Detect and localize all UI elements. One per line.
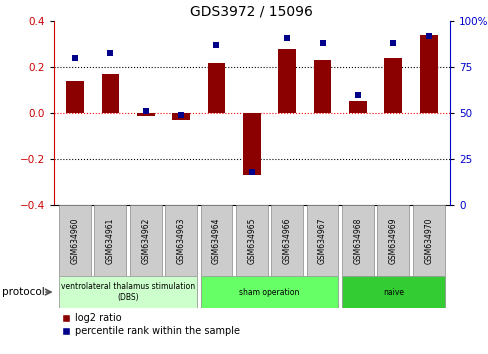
- Bar: [306, 205, 338, 276]
- Point: [142, 109, 149, 114]
- Text: GSM634965: GSM634965: [247, 217, 256, 264]
- Bar: [419, 35, 437, 113]
- Text: protocol: protocol: [2, 287, 45, 297]
- Bar: [341, 276, 444, 308]
- Text: GSM634961: GSM634961: [106, 217, 115, 264]
- Legend: log2 ratio, percentile rank within the sample: log2 ratio, percentile rank within the s…: [59, 309, 244, 340]
- Point: [71, 55, 79, 61]
- Bar: [59, 205, 91, 276]
- Bar: [94, 205, 126, 276]
- Bar: [200, 205, 232, 276]
- Text: ventrolateral thalamus stimulation
(DBS): ventrolateral thalamus stimulation (DBS): [61, 282, 195, 302]
- Point: [388, 40, 396, 46]
- Point: [318, 40, 326, 46]
- Bar: [341, 205, 373, 276]
- Bar: [412, 205, 444, 276]
- Text: GSM634967: GSM634967: [317, 217, 326, 264]
- Bar: [348, 101, 366, 113]
- Text: GSM634962: GSM634962: [141, 217, 150, 264]
- Text: naive: naive: [382, 287, 403, 297]
- Bar: [207, 63, 225, 113]
- Text: GSM634966: GSM634966: [282, 217, 291, 264]
- Point: [247, 169, 255, 175]
- Text: GSM634968: GSM634968: [353, 217, 362, 264]
- Text: GSM634964: GSM634964: [211, 217, 221, 264]
- Bar: [235, 205, 267, 276]
- Point: [424, 33, 432, 39]
- Bar: [165, 205, 197, 276]
- Bar: [137, 113, 154, 115]
- Bar: [102, 74, 119, 113]
- Title: GDS3972 / 15096: GDS3972 / 15096: [190, 5, 313, 19]
- Bar: [172, 113, 189, 120]
- Bar: [377, 205, 408, 276]
- Bar: [271, 205, 303, 276]
- Text: GSM634969: GSM634969: [388, 217, 397, 264]
- Bar: [278, 49, 295, 113]
- Text: GSM634960: GSM634960: [70, 217, 80, 264]
- Bar: [66, 81, 83, 113]
- Bar: [129, 205, 162, 276]
- Bar: [243, 113, 260, 175]
- Point: [283, 35, 290, 41]
- Bar: [313, 60, 331, 113]
- Bar: [384, 58, 401, 113]
- Text: GSM634970: GSM634970: [423, 217, 432, 264]
- Text: sham operation: sham operation: [239, 287, 299, 297]
- Bar: [200, 276, 338, 308]
- Bar: [59, 276, 197, 308]
- Point: [353, 92, 361, 98]
- Text: GSM634963: GSM634963: [176, 217, 185, 264]
- Point: [212, 42, 220, 48]
- Point: [106, 50, 114, 55]
- Point: [177, 112, 184, 118]
